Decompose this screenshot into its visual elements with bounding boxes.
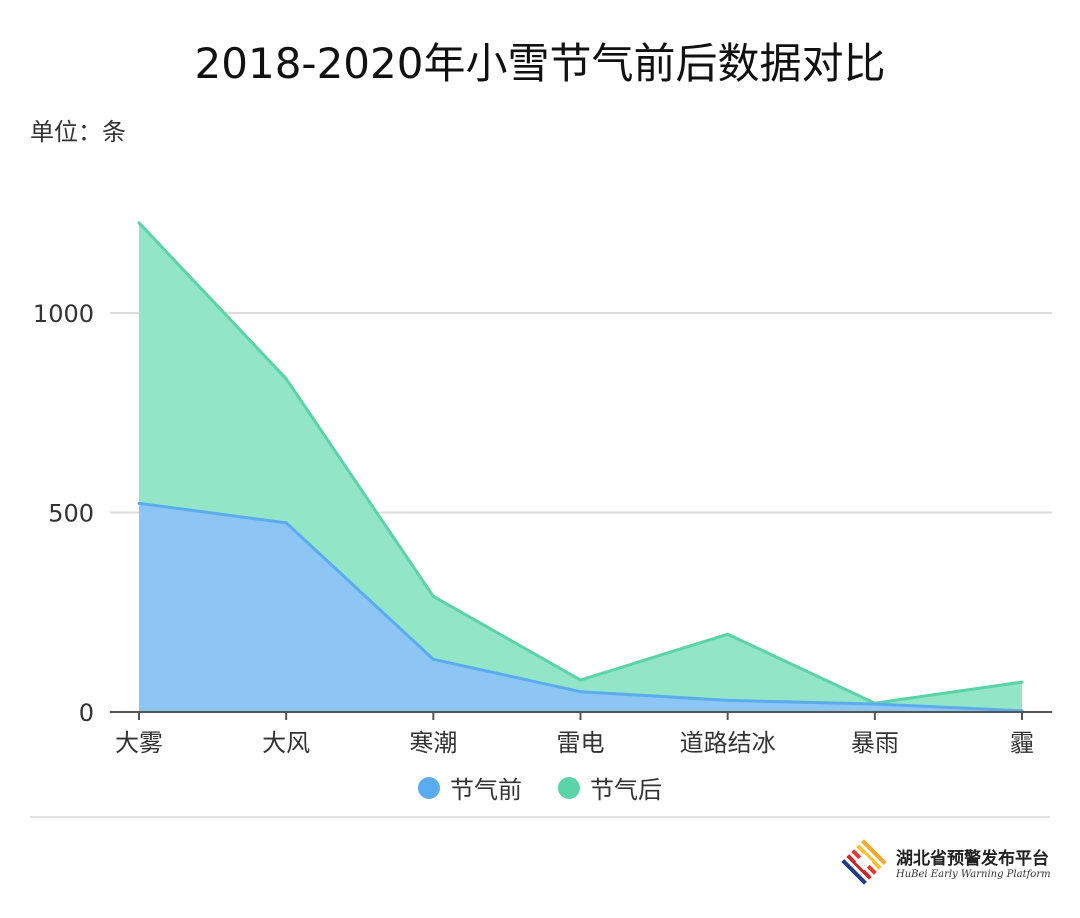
legend: 节气前 节气后 (0, 770, 1080, 805)
x-tick-label-0: 大雾 (115, 729, 163, 757)
data-point-after-4 (726, 632, 730, 636)
data-point-before-3 (579, 690, 582, 694)
footer-divider (30, 816, 1050, 818)
y-tick-label-1000: 1000 (33, 300, 94, 328)
data-point-after-2 (431, 594, 435, 598)
data-point-before-4 (726, 698, 730, 702)
platform-logo: 湖北省预警发布平台 HuBei Early Warning Platform (838, 836, 1051, 892)
y-tick-label-500: 500 (48, 500, 94, 528)
logo-name-en: HuBei Early Warning Platform (896, 869, 1051, 880)
legend-dot-after (558, 776, 580, 799)
data-point-before-0 (137, 501, 141, 505)
legend-dot-before (418, 776, 440, 799)
logo-name-cn: 湖北省预警发布平台 (896, 849, 1049, 869)
x-tick-label-3: 雷电 (557, 729, 605, 757)
x-axis (110, 711, 1052, 720)
area-series (137, 221, 1024, 713)
axis-labels: 0 500 1000 大雾 大风 寒潮 雷电 道路结冰 暴雨 霾 (33, 300, 1034, 757)
x-tick-label-5: 暴雨 (851, 729, 899, 757)
data-point-before-1 (284, 521, 288, 525)
data-point-after-6 (1020, 680, 1024, 684)
y-tick-label-0: 0 (79, 699, 94, 727)
x-tick-label-2: 寒潮 (409, 729, 457, 757)
diamond-stripes-logo-icon (841, 839, 887, 885)
data-point-after-1 (284, 377, 288, 381)
legend-label-after: 节气后 (590, 776, 662, 804)
legend-item-after[interactable]: 节气后 (558, 770, 662, 805)
x-tick-label-6: 霾 (1010, 729, 1034, 757)
data-point-after-0 (137, 221, 141, 225)
area-fill-before (139, 503, 1022, 712)
chart-title: 2018-2020年小雪节气前后数据对比 (194, 39, 886, 88)
x-tick-label-1: 大风 (262, 729, 310, 757)
unit-label: 单位：条 (30, 118, 126, 146)
x-tick-label-4: 道路结冰 (680, 729, 776, 757)
legend-label-before: 节气前 (450, 776, 522, 804)
data-point-before-2 (431, 657, 435, 661)
data-point-before-5 (873, 702, 877, 706)
data-point-after-3 (579, 678, 582, 682)
legend-item-before[interactable]: 节气前 (418, 770, 522, 805)
